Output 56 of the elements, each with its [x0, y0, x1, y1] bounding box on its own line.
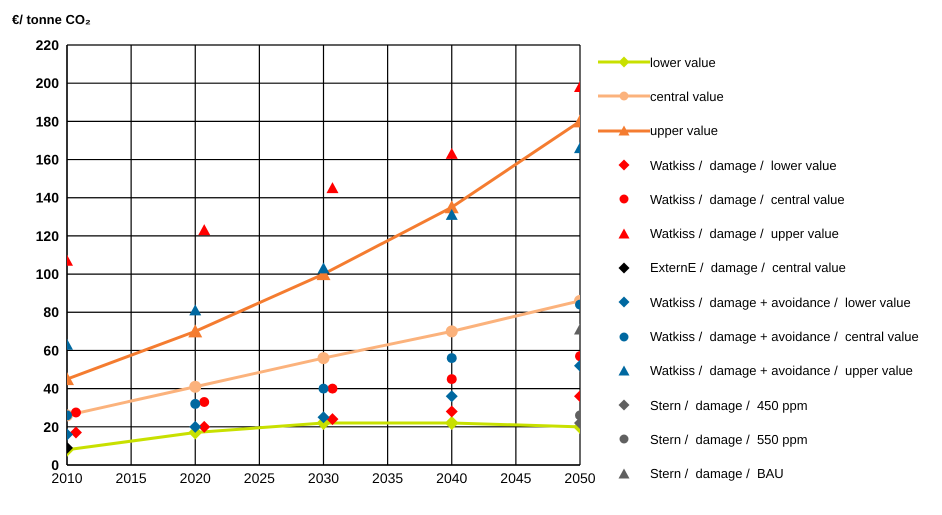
point	[444, 416, 459, 430]
point	[190, 398, 200, 409]
x-tick-label: 2030	[308, 470, 340, 486]
y-tick-label: 40	[43, 380, 60, 397]
legend-label: Watkiss / damage / lower value	[650, 158, 837, 173]
legend-label: Watkiss / damage / upper value	[650, 226, 839, 242]
x-tick-label: 2045	[500, 470, 532, 486]
x-tick-label: 2020	[180, 470, 212, 486]
point	[189, 304, 202, 316]
y-tick-label: 80	[43, 304, 60, 320]
y-tick-label: 20	[43, 418, 60, 435]
legend-label: lower value	[650, 54, 716, 70]
y-tick-label: 120	[36, 228, 60, 244]
point	[198, 420, 210, 433]
point	[318, 411, 330, 424]
point	[198, 224, 210, 236]
point	[189, 420, 202, 433]
x-tick-label: 2040	[436, 470, 468, 486]
y-tick-label: 140	[36, 190, 60, 206]
y-axis-title: €/ tonne CO₂	[12, 12, 91, 27]
legend-label: central value	[650, 88, 724, 104]
y-tick-label: 220	[36, 36, 60, 53]
legend-label: Watkiss / damage / central value	[650, 192, 845, 207]
point	[318, 262, 330, 274]
point	[326, 413, 338, 426]
y-tick-label: 180	[36, 113, 60, 130]
point	[446, 390, 458, 402]
legend-label: ExternE / damage / central value	[650, 260, 846, 276]
point	[446, 406, 458, 418]
legend-label: Stern / damage / BAU	[650, 466, 784, 482]
legend-label: Watkiss / damage + avoidance / central value	[650, 329, 919, 344]
y-tick-label: 160	[36, 152, 60, 168]
y-tick-label: 60	[43, 342, 60, 358]
point	[446, 208, 458, 220]
point	[188, 324, 202, 338]
x-tick-label: 2050	[564, 470, 596, 486]
y-tick-label: 200	[36, 75, 60, 92]
legend-label: Watkiss / damage + avoidance / lower value	[650, 294, 911, 310]
x-tick-label: 2015	[116, 470, 147, 486]
point	[326, 182, 338, 194]
point	[189, 380, 202, 393]
legend-label: Watkiss / damage + avoidance / upper value	[650, 363, 913, 378]
point	[318, 352, 330, 364]
x-tick-label: 2025	[244, 470, 276, 486]
x-tick-label: 2035	[372, 470, 404, 486]
y-tick-label: 100	[36, 266, 60, 282]
point	[318, 384, 328, 394]
point	[199, 397, 210, 407]
legend-label: upper value	[650, 123, 718, 138]
legend-label: Stern / damage / 450 ppm	[650, 398, 808, 413]
point	[446, 353, 457, 364]
point	[446, 325, 458, 338]
point	[446, 148, 458, 159]
legend-label: Stern / damage / 550 ppm	[650, 432, 808, 447]
point	[327, 384, 338, 394]
point	[446, 374, 457, 384]
